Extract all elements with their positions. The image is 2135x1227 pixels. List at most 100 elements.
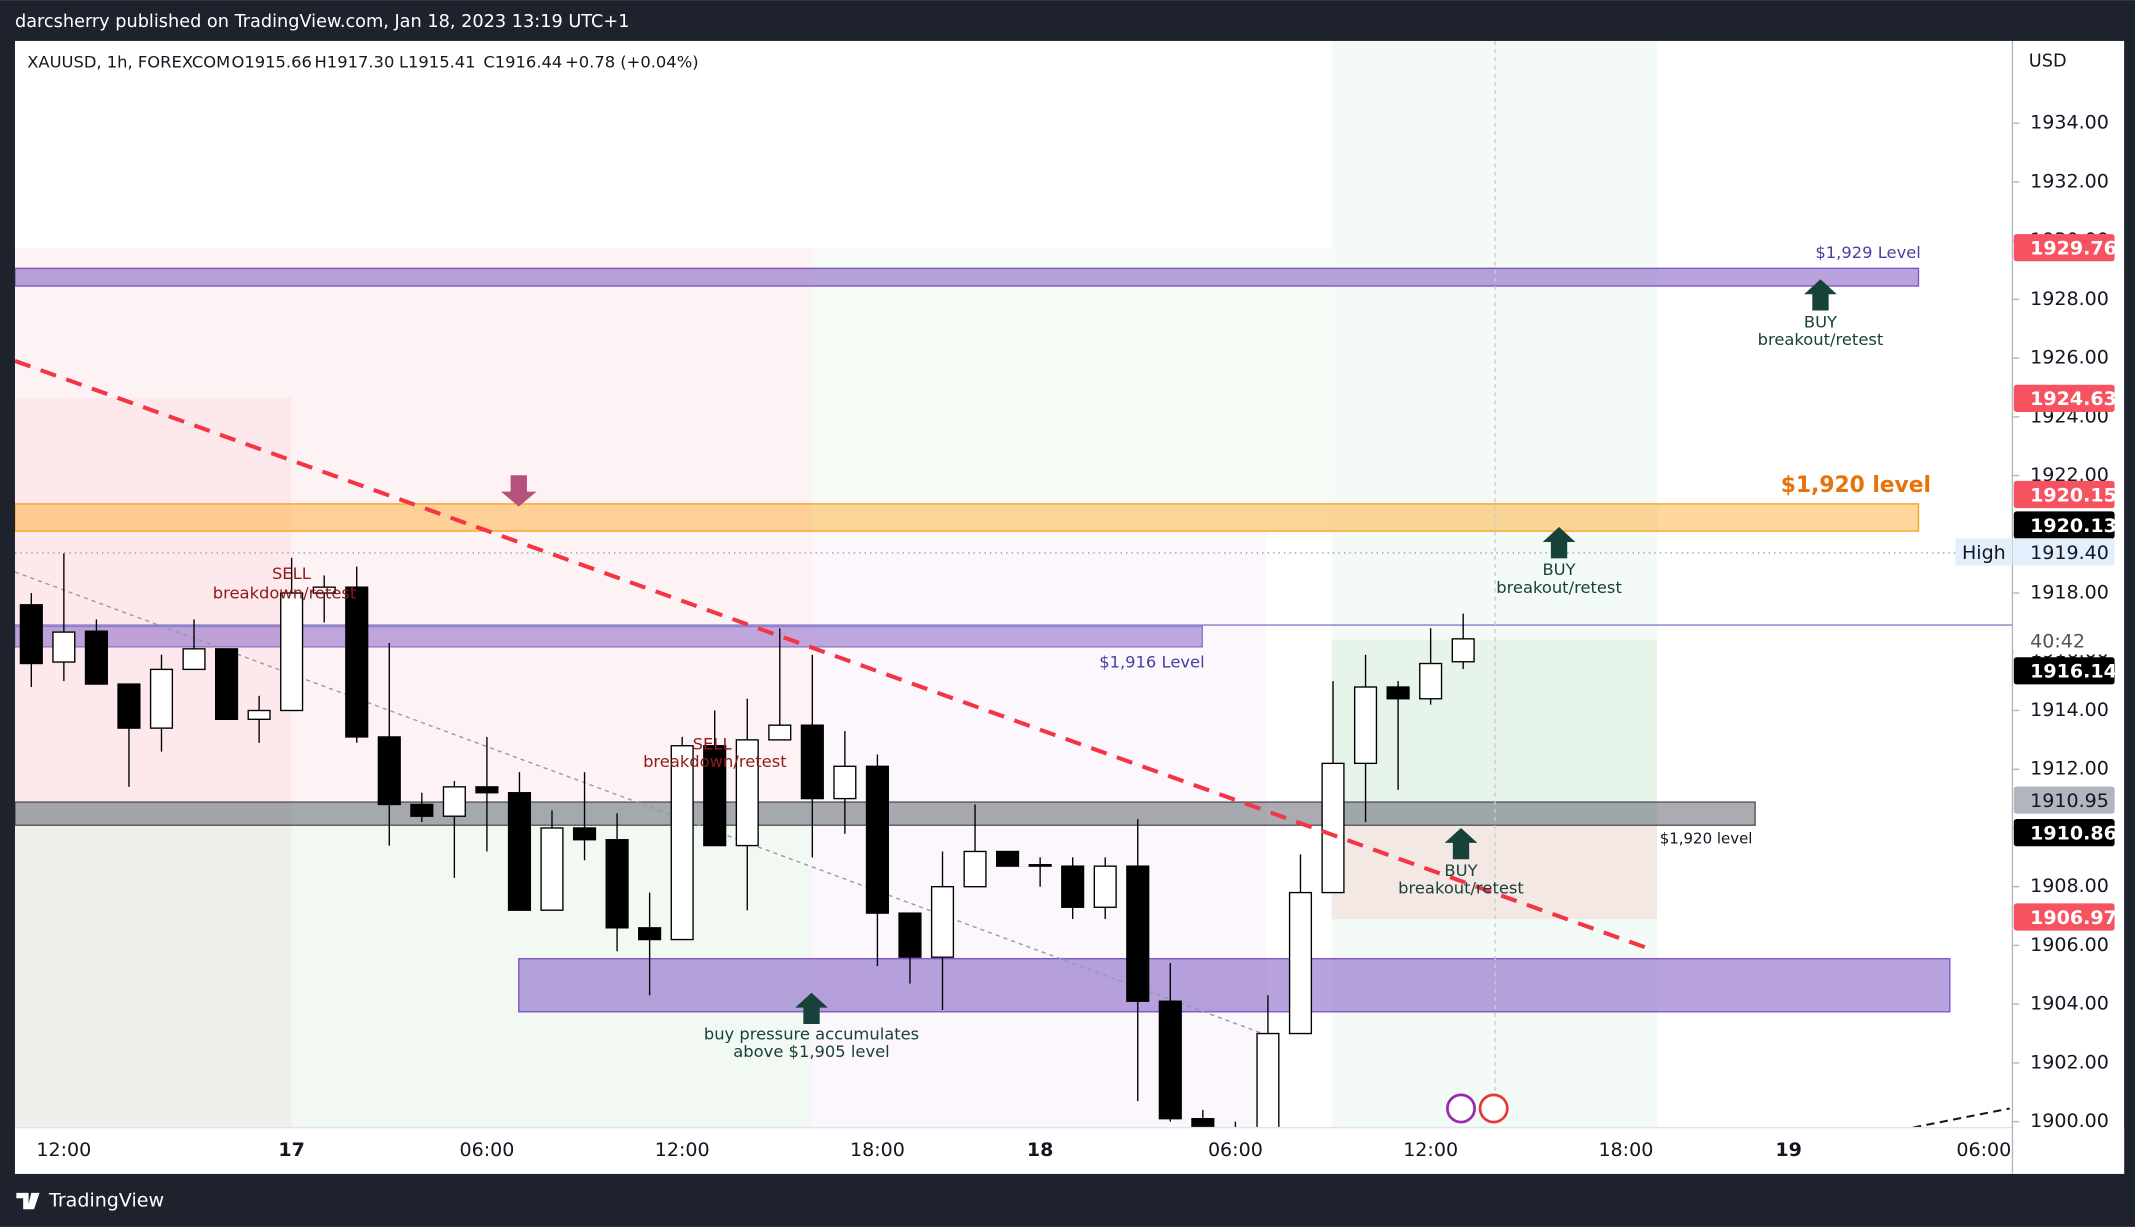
x-tick-label: 19 <box>1775 1139 1802 1161</box>
price-badge-label: 1919.40 <box>2030 542 2109 564</box>
price-badge <box>2013 538 2115 566</box>
candle-body <box>1061 865 1085 908</box>
candle-body <box>247 709 271 720</box>
arrow-up <box>1444 827 1478 860</box>
candle-body <box>149 668 174 729</box>
currency: USD <box>2029 51 2067 71</box>
zone <box>1331 640 1658 826</box>
high-badge <box>1955 538 2013 566</box>
price-badge <box>2013 657 2115 685</box>
y-tick-label: 1922.00 <box>2030 464 2109 486</box>
candle-body <box>1093 865 1117 908</box>
price-badge-label: 1920.15 <box>2030 484 2117 506</box>
price-badge <box>2013 234 2115 262</box>
candle-body <box>735 739 759 847</box>
candle-body <box>507 792 532 911</box>
legend: XAUUSD, 1h, FOREXCOM O1915.66 H1917.30 L… <box>27 52 698 71</box>
annotation: BUY <box>1804 312 1837 331</box>
price-badge-label: 1920.13 <box>2030 515 2117 537</box>
candle-body <box>19 604 43 665</box>
candle-body <box>833 765 857 800</box>
candle-body <box>312 586 336 594</box>
arrow-down <box>501 475 537 507</box>
overlays <box>14 279 1837 1124</box>
y-tick-label: 1906.00 <box>2030 934 2109 956</box>
y-tick-label: 1912.00 <box>2030 758 2109 780</box>
event-icon[interactable] <box>1446 1093 1476 1124</box>
candle-body <box>442 786 466 817</box>
level-band <box>14 625 1203 648</box>
price-badge-label: 1929.76 <box>2030 238 2117 260</box>
legend-value: H1917.30 <box>315 52 395 71</box>
annotation: breakout/retest <box>1758 330 1884 349</box>
candle-body <box>800 724 824 800</box>
level-band <box>518 957 1951 1013</box>
zone <box>14 397 292 1128</box>
candle-body <box>345 586 369 738</box>
x-tick-label: 12:00 <box>1403 1139 1458 1161</box>
level-band <box>14 267 1920 287</box>
candle-body <box>1191 1118 1215 1128</box>
x-tick-label: 12:00 <box>655 1139 710 1161</box>
candle-body <box>214 648 239 720</box>
y-tick-label: 1926.00 <box>2030 347 2109 369</box>
price-badge-label: 1906.97 <box>2030 907 2117 929</box>
y-tick-label: 1932.00 <box>2030 170 2109 192</box>
x-tick-label: 06:00 <box>459 1139 514 1161</box>
annotation: $1,916 Level <box>1099 653 1204 672</box>
x-tick-label: 12:00 <box>36 1139 91 1161</box>
level-band <box>14 503 1920 532</box>
candle-body <box>1126 865 1150 1002</box>
event-icon[interactable] <box>1478 1093 1509 1124</box>
candle-body <box>1256 1032 1280 1128</box>
legend-value: L1915.41 <box>399 52 476 71</box>
candle-body <box>182 648 206 671</box>
arrow-up <box>1804 279 1837 311</box>
legend-value: +0.78 (+0.04%) <box>565 52 699 71</box>
zone <box>811 247 1332 532</box>
candle-body <box>280 592 304 712</box>
annotation: breakout/retest <box>1398 879 1524 898</box>
y-tick-label: 1904.00 <box>2030 993 2109 1015</box>
candle-body <box>703 745 727 847</box>
publisher: darcsherry published on TradingView.com,… <box>15 12 630 32</box>
annotation: breakout/retest <box>1496 578 1622 597</box>
price-badge <box>2013 511 2115 539</box>
y-tick-label: 1900.00 <box>2030 1110 2109 1132</box>
annotation: SELL <box>272 564 312 583</box>
annotation: breakdown/retest <box>213 583 357 602</box>
candle-body <box>475 786 499 794</box>
annotation: BUY <box>1444 861 1477 880</box>
annotation: $1,920 level <box>1781 473 1931 498</box>
drawings <box>14 40 2013 1128</box>
candle-body <box>377 736 401 806</box>
candle-body <box>930 886 955 958</box>
price-badge-label: 1910.86 <box>2030 823 2117 845</box>
price-badge-label: 1924.63 <box>2030 388 2117 410</box>
candle-body <box>1353 686 1378 765</box>
price-badge <box>2013 480 2115 509</box>
candle-body <box>1386 686 1410 700</box>
y-tick-label: 1928.00 <box>2030 288 2109 310</box>
countdown-badge <box>2013 627 2115 655</box>
arrow-up <box>795 992 828 1025</box>
x-tick-label: 17 <box>278 1139 305 1161</box>
candle-body <box>898 912 922 958</box>
price-badge <box>2013 384 2115 412</box>
candles <box>19 553 1475 1128</box>
x-axis <box>14 1127 2125 1174</box>
y-tick-label: 1934.00 <box>2030 112 2109 134</box>
x-tick-label: 18 <box>1027 1139 1054 1161</box>
candle-body <box>996 850 1020 867</box>
annotation: above $1,905 level <box>733 1042 889 1061</box>
annotation: breakdown/retest <box>643 752 787 771</box>
y-tick-label: 1902.00 <box>2030 1051 2109 1073</box>
candle-body <box>638 927 662 941</box>
trend-line <box>14 359 1651 952</box>
price-badge-label: 1910.95 <box>2030 790 2109 812</box>
annotation: BUY <box>1542 560 1575 579</box>
y-tick-label: 1908.00 <box>2030 875 2109 897</box>
candle-body <box>768 724 792 741</box>
symbol: XAUUSD, 1h, FOREXCOM <box>27 52 230 71</box>
